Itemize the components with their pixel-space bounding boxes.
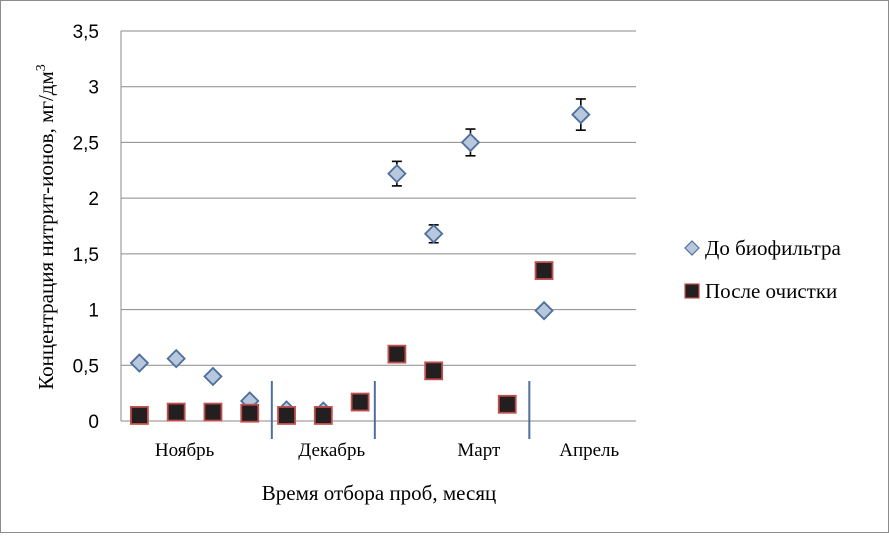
y-tick-label: 1	[88, 301, 99, 322]
legend-label: После очистки	[705, 279, 837, 303]
point-after-cleaning	[534, 261, 554, 280]
point-before-biofilter	[571, 104, 591, 125]
y-tick-label: 0,5	[73, 356, 99, 377]
point-before-biofilter	[534, 300, 554, 321]
point-after-cleaning	[424, 361, 444, 381]
y-tick-labels: 0 0,5 1 1,5 2 2,5 3 3,5	[73, 22, 99, 433]
y-tick-label: 3,5	[73, 22, 99, 43]
point-after-cleaning	[313, 406, 333, 425]
y-tick-label: 0	[88, 412, 99, 433]
point-after-cleaning	[129, 406, 149, 425]
month-label: Март	[457, 440, 501, 461]
point-after-cleaning	[277, 406, 296, 425]
point-before-biofilter	[166, 348, 186, 369]
point-before-biofilter	[460, 132, 481, 153]
month-labels: Ноябрь Декабрь Март Апрель	[155, 440, 620, 461]
error-bars	[391, 98, 586, 244]
legend: До биофильтра После очистки	[684, 236, 842, 303]
point-before-biofilter	[129, 353, 150, 373]
legend-label: До биофильтра	[705, 236, 842, 260]
y-tick-label: 2	[88, 189, 99, 210]
month-label: Апрель	[559, 440, 619, 461]
point-after-cleaning	[166, 402, 186, 422]
month-separators	[270, 381, 531, 439]
point-before-biofilter	[203, 366, 223, 387]
y-axis-title: Концентрация нитрит-ионов, мг/дм3	[34, 64, 58, 390]
point-after-cleaning	[240, 403, 260, 423]
legend-marker-square	[684, 283, 700, 299]
point-after-cleaning	[497, 394, 517, 414]
x-axis-title: Время отбора проб, месяц	[262, 481, 496, 505]
point-before-biofilter	[387, 163, 407, 184]
point-after-cleaning	[350, 392, 370, 412]
month-label: Ноябрь	[155, 440, 215, 461]
legend-marker-diamond	[684, 240, 700, 256]
y-tick-label: 1,5	[73, 245, 99, 266]
month-label: Декабрь	[298, 440, 365, 461]
point-before-biofilter	[423, 224, 444, 244]
y-tick-label: 2,5	[73, 133, 99, 154]
data-points	[129, 104, 591, 425]
point-after-cleaning	[387, 344, 407, 364]
grid-lines	[120, 30, 636, 422]
point-after-cleaning	[203, 402, 223, 422]
y-tick-label: 3	[88, 78, 99, 99]
